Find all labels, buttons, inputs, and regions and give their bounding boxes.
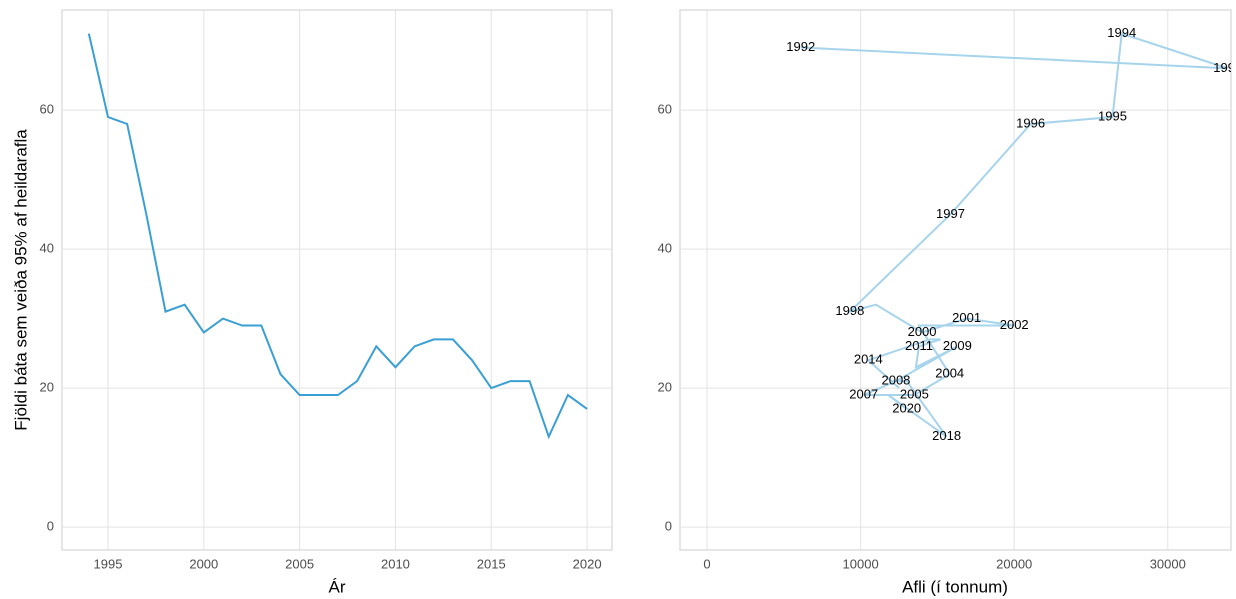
point-label: 1997 (936, 206, 965, 221)
point-label: 2014 (854, 352, 883, 367)
x-tick-label: 1995 (94, 556, 123, 571)
x-tick-label: 30000 (1150, 556, 1186, 571)
y-tick-label: 40 (40, 241, 54, 256)
point-label: 2002 (1000, 317, 1029, 332)
point-label: 2020 (892, 400, 921, 415)
x-axis-title: Ár (329, 577, 346, 596)
x-tick-label: 2010 (381, 556, 410, 571)
point-label: 2008 (881, 373, 910, 388)
x-tick-label: 2000 (189, 556, 218, 571)
data-line (800, 32, 1228, 438)
x-tick-label: 0 (703, 556, 710, 571)
y-tick-label: 0 (665, 519, 672, 534)
data-line (87, 33, 588, 440)
point-label: 2000 (908, 324, 937, 339)
x-tick-label: 20000 (996, 556, 1032, 571)
point-label: 2004 (935, 366, 964, 381)
point-label: 2005 (900, 386, 929, 401)
point-label: 1993 (1213, 60, 1236, 75)
plot-area: 1992 1993 1994 1995 1996 1997 1998 2000 2001 2002… (786, 25, 1236, 443)
point-label: 2009 (943, 338, 972, 353)
panel-border (679, 9, 1232, 551)
point-label: 1994 (1107, 25, 1136, 40)
x-tick-label: 2020 (573, 556, 602, 571)
x-axis-title: Afli (í tonnum) (902, 577, 1008, 596)
point-label: 2001 (952, 310, 981, 325)
panel-border (61, 9, 613, 551)
x-tick-label: 2015 (477, 556, 506, 571)
point-label: 1998 (835, 303, 864, 318)
point-label: 2018 (932, 428, 961, 443)
x-tick-label: 2005 (285, 556, 314, 571)
y-axis-title: Fjöldi báta sem veiða 95% af heildarafla (11, 129, 30, 431)
y-tick-label: 20 (40, 380, 54, 395)
y-tick-label: 60 (40, 102, 54, 117)
point-label: 1992 (786, 39, 815, 54)
point-label: 1995 (1098, 108, 1127, 123)
point-label: 1996 (1016, 115, 1045, 130)
y-tick-label: 20 (658, 380, 672, 395)
point-label: 2011 (905, 338, 933, 353)
y-tick-label: 40 (658, 241, 672, 256)
x-tick-label: 10000 (843, 556, 879, 571)
y-tick-label: 0 (47, 519, 54, 534)
y-tick-label: 60 (658, 102, 672, 117)
point-label: 2007 (849, 386, 878, 401)
